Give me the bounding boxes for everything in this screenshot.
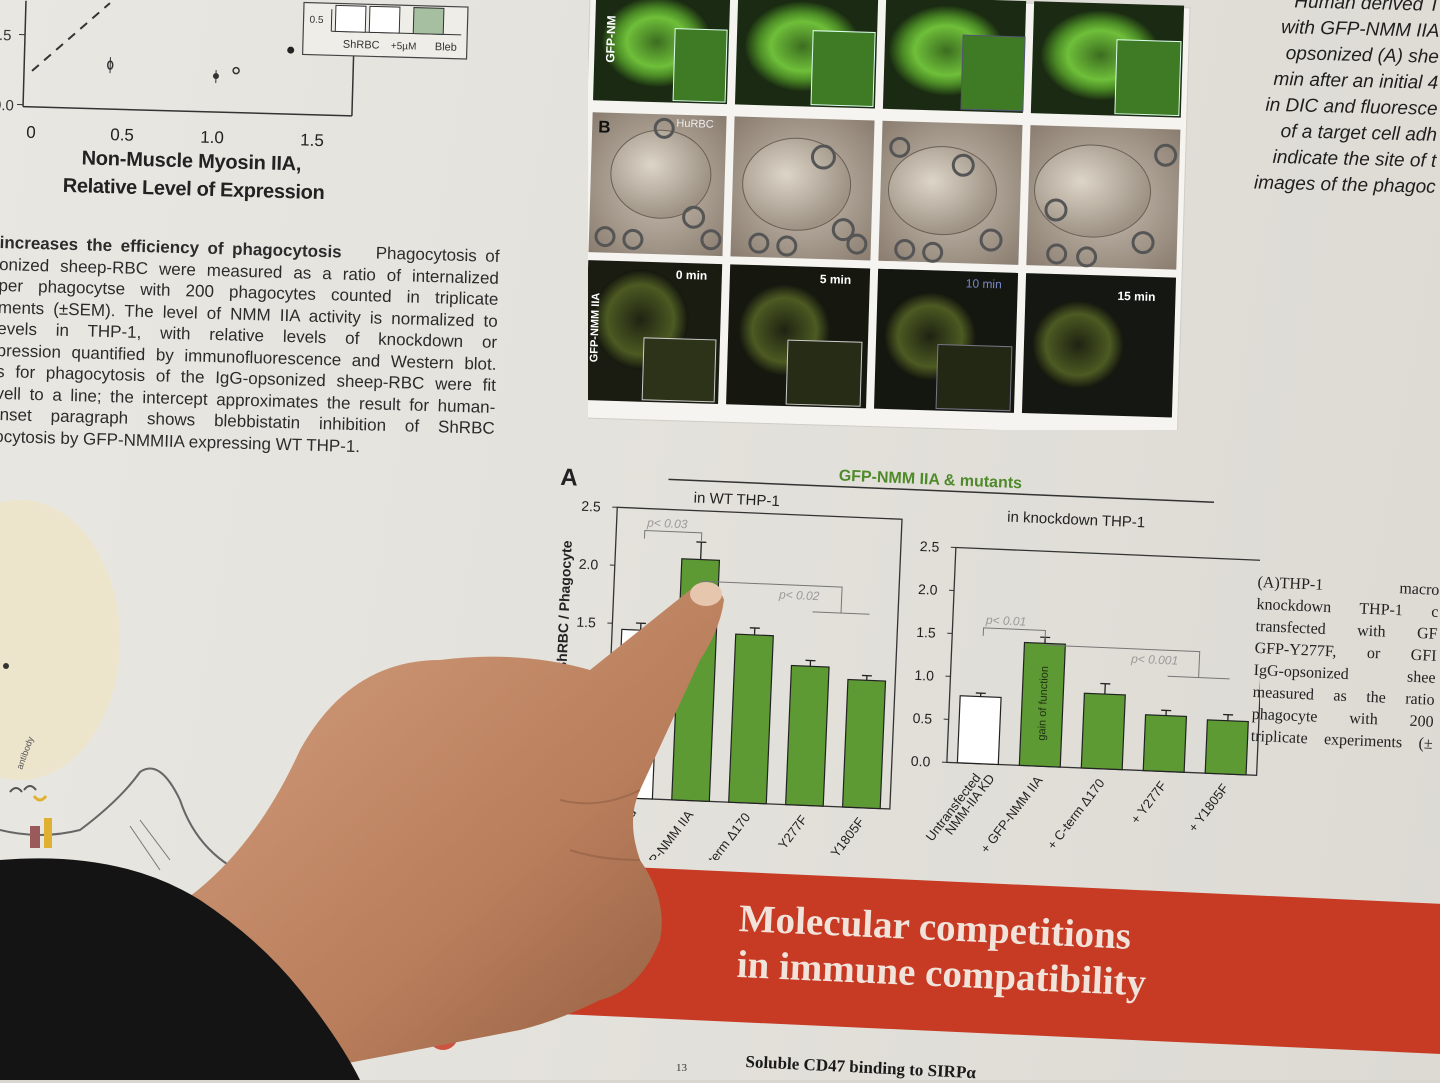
time-label: 10 min (966, 276, 1002, 291)
p-value: p< 0.01 (985, 613, 1027, 629)
panel-label: B (598, 117, 611, 136)
y-tick-label: 0.5 (912, 710, 932, 727)
y-tick-label: 2.0 (918, 581, 938, 598)
bar (957, 696, 1001, 765)
inset-bar (413, 8, 444, 35)
right-figure-caption: Human derived T with GFP-NMM IIA opsoniz… (1233, 8, 1440, 201)
x-axis-label: Relative Level of Expression (63, 175, 326, 204)
p-value: p< 0.03 (646, 516, 688, 532)
figure-legend: increases the efficiency of phagocytosis… (0, 232, 500, 461)
micrograph-row-b: B HuRBC (589, 112, 1181, 269)
data-point (108, 57, 113, 73)
chart-title: in knockdown THP-1 (1007, 509, 1146, 532)
x-axis-label: Non-Muscle Myosin IIA, (81, 147, 302, 175)
fingernail (690, 582, 722, 606)
time-label: 5 min (820, 272, 852, 287)
category-label: Y1805F (828, 815, 868, 860)
chart-super-title: GFP-NMM IIA & mutants (838, 468, 1022, 493)
data-point (233, 68, 239, 74)
data-point (213, 70, 219, 83)
bar (843, 680, 886, 809)
hurbc-label: HuRBC (676, 118, 714, 131)
y-tick-label: 0.0 (0, 97, 14, 115)
x-tick-label: 0 (26, 123, 36, 142)
row-label: GFP-NM (603, 15, 618, 63)
time-label: 15 min (1117, 289, 1155, 304)
significance-bracket (644, 531, 701, 541)
y-tick-label: 2.5 (920, 538, 940, 555)
y-tick-label: 1.0 (914, 667, 934, 684)
bar-chart-caption: (A)THP-1 macro knockdown THP-1 c transfe… (1250, 572, 1440, 756)
inset-label: +5µM (391, 41, 417, 53)
bar (786, 666, 829, 807)
x-axis (23, 107, 352, 116)
y-tick-label: 1.5 (916, 624, 936, 641)
row-label: GFP-NMM IIA (588, 292, 602, 362)
significance-bracket (983, 628, 1045, 639)
y-tick-label: 2.5 (581, 498, 601, 515)
x-tick-label: 0.5 (110, 125, 134, 145)
y-tick-label: .5 (0, 27, 12, 44)
data-point (287, 47, 294, 54)
bar (1081, 693, 1125, 769)
panel-label: A (560, 464, 578, 492)
fit-line (32, 1, 110, 73)
chart-title: in WT THP-1 (693, 489, 780, 510)
time-label: 0 min (676, 268, 708, 283)
error-bar (701, 542, 702, 559)
micrograph-row-a: GFP-NM (593, 0, 1184, 118)
category-label: + Y1805F (1185, 781, 1231, 835)
micrograph-figure: GFP-NM B HuRBC GFP-NMM IIA 0 min (588, 0, 1208, 430)
category-label: + Y277F (1128, 778, 1170, 826)
x-tick-label: 1.5 (300, 130, 324, 150)
svg-text:0.5: 0.5 (309, 15, 324, 26)
p-value: p< 0.001 (1130, 652, 1179, 668)
section-title: Molecular competitions in immune compati… (736, 896, 1149, 1006)
inset-label: Bleb (435, 41, 457, 54)
expression-scatter-chart: .5 0.0 0 0.5 1.0 1.5 Non-Muscle Myosin I… (0, 0, 500, 215)
category-label: Y277F (775, 812, 810, 852)
p-value: p< 0.02 (778, 587, 820, 603)
x-tick-label: 1.0 (200, 128, 224, 148)
y-tick-label: 0.0 (911, 753, 931, 770)
y-axis (23, 1, 26, 107)
category-label: + C-term Δ170 (1044, 776, 1107, 853)
inset-label: ShRBC (343, 39, 380, 52)
bar (1143, 715, 1186, 773)
micrograph-row-c: GFP-NMM IIA 0 min 5 min 10 min 15 min (588, 260, 1176, 417)
bar (1205, 720, 1248, 775)
pointing-hand (0, 560, 760, 1080)
